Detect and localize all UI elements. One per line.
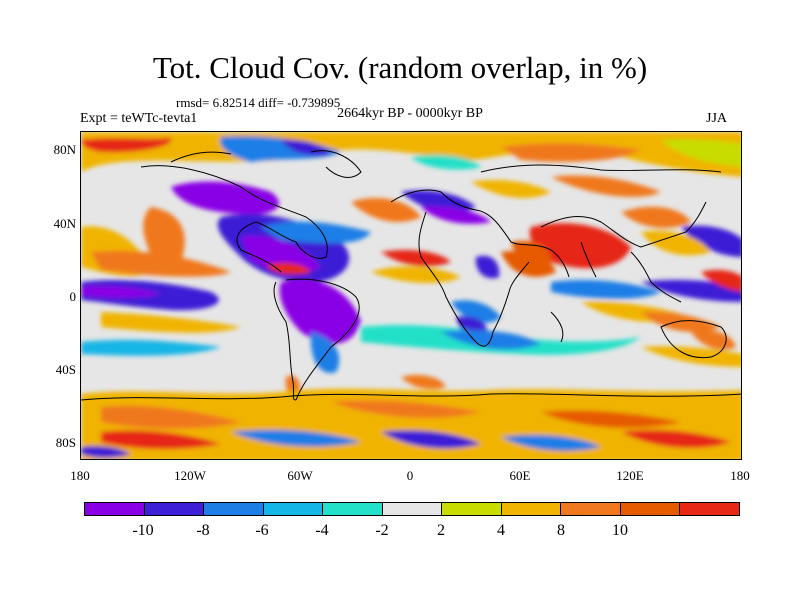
- lon-label-60w: 60W: [287, 468, 313, 483]
- stats-label: rmsd= 6.82514 diff= -0.739895: [176, 95, 341, 110]
- season-label: JJA: [706, 111, 728, 126]
- colorbar-swatch-10: [680, 503, 740, 515]
- lon-label-180e: 180: [730, 468, 750, 483]
- lon-label-60e: 60E: [509, 468, 531, 483]
- lat-label-40n: 40N: [53, 216, 76, 231]
- colorbar-swatch-8: [561, 503, 621, 515]
- colorbar-label: 10: [612, 522, 628, 539]
- colorbar-swatch-5: [382, 503, 443, 515]
- cloud-cover-map: [80, 131, 742, 460]
- colorbar-swatch-6: [442, 503, 502, 515]
- lon-label-120w: 120W: [174, 468, 206, 483]
- colorbar-label: -2: [375, 522, 389, 539]
- map-svg: [81, 132, 741, 459]
- colorbar-label: 4: [497, 522, 505, 539]
- colorbar-swatch-2: [204, 503, 264, 515]
- coastlines: [81, 150, 741, 401]
- lat-label-40s: 40S: [55, 362, 76, 377]
- colorbar-swatch-0: [85, 503, 145, 515]
- colorbar-label: 8: [557, 522, 565, 539]
- chart-title: Tot. Cloud Cov. (random overlap, in %): [152, 50, 648, 85]
- lat-label-80n: 80N: [53, 142, 76, 157]
- period-label: 2664kyr BP - 0000kyr BP: [337, 106, 483, 121]
- colorbar-label: 2: [437, 522, 445, 539]
- colorbar-label: -6: [255, 522, 269, 539]
- colorbar: [84, 502, 740, 516]
- colorbar-swatch-1: [144, 503, 205, 515]
- lon-label-180w: 180: [70, 468, 90, 483]
- anomaly-field: [81, 132, 741, 459]
- colorbar-swatch-4: [323, 503, 383, 515]
- colorbar-label: -8: [196, 522, 210, 539]
- colorbar-swatch-9: [620, 503, 681, 515]
- lat-label-80s: 80S: [55, 435, 76, 450]
- lon-label-0: 0: [406, 468, 414, 483]
- lat-label-eq: 0: [69, 289, 77, 304]
- colorbar-label: -10: [132, 522, 154, 539]
- colorbar-swatch-3: [263, 503, 324, 515]
- experiment-label: Expt = teWTc-tevta1: [80, 111, 198, 126]
- lon-label-120e: 120E: [616, 468, 644, 483]
- colorbar-swatch-7: [501, 503, 562, 515]
- colorbar-label: -4: [315, 522, 329, 539]
